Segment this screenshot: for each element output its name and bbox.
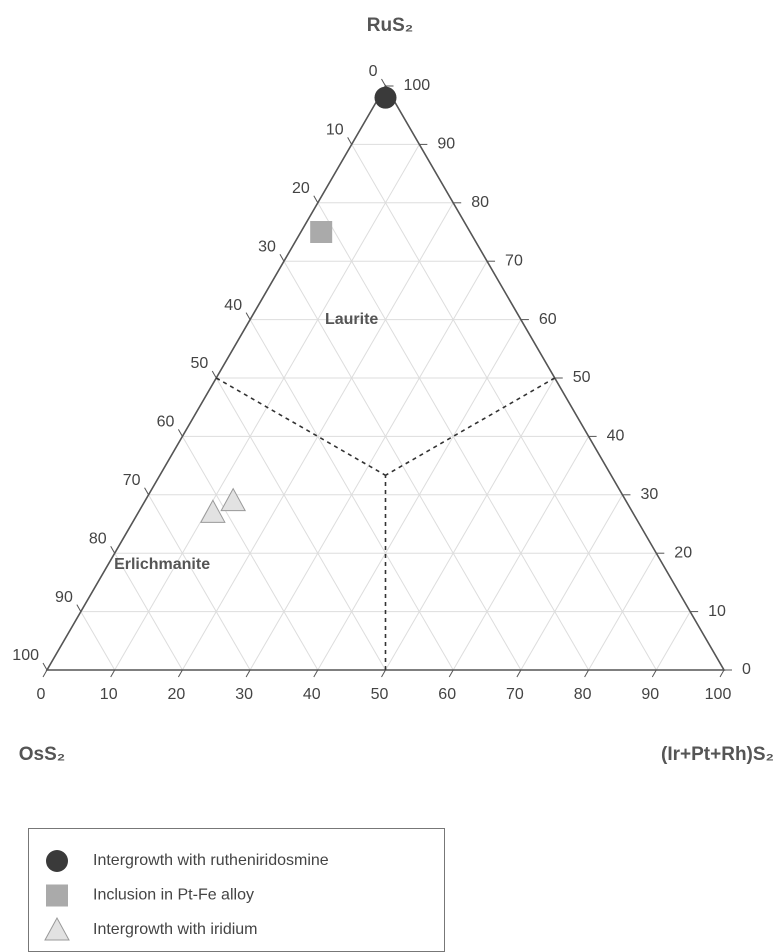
tick-mark xyxy=(313,195,319,204)
tick-mark xyxy=(110,669,116,678)
ir-tick-label: 20 xyxy=(168,686,186,703)
field-label: Erlichmanite xyxy=(114,556,210,573)
tick-mark xyxy=(110,545,116,554)
ir-tick-label: 60 xyxy=(438,686,456,703)
grid-line xyxy=(655,611,691,671)
legend-marker xyxy=(46,850,68,872)
ru-tick-label: 100 xyxy=(404,77,431,94)
grid-line xyxy=(385,377,556,671)
ru-tick-label: 20 xyxy=(674,544,692,561)
ru-tick-label: 90 xyxy=(437,136,455,153)
grid-line xyxy=(181,436,319,671)
os-tick-label: 100 xyxy=(12,647,39,664)
ru-tick-label: 50 xyxy=(573,369,591,386)
tick-mark xyxy=(245,669,251,678)
axis-title-top: RuS₂ xyxy=(367,15,413,36)
ir-tick-label: 100 xyxy=(705,686,732,703)
legend-marker xyxy=(46,884,68,907)
tick-mark xyxy=(313,669,319,678)
grid-line xyxy=(114,552,183,671)
os-tick-label: 80 xyxy=(89,530,107,547)
os-tick-label: 50 xyxy=(190,355,208,372)
tick-mark xyxy=(144,487,149,496)
field-boundary xyxy=(215,377,386,477)
grid-line xyxy=(249,260,488,671)
os-tick-label: 90 xyxy=(55,589,73,606)
legend-label: Intergrowth with rutheniridosmine xyxy=(93,852,329,869)
ir-tick-label: 90 xyxy=(641,686,659,703)
point xyxy=(200,499,226,523)
os-tick-label: 70 xyxy=(123,472,141,489)
tick-mark xyxy=(719,669,725,678)
tick-mark xyxy=(448,669,454,678)
ru-tick-label: 0 xyxy=(742,661,751,678)
ru-tick-label: 30 xyxy=(640,486,658,503)
grid-line xyxy=(520,494,623,671)
os-tick-label: 30 xyxy=(258,238,276,255)
ir-tick-label: 10 xyxy=(100,686,118,703)
ru-tick-label: 80 xyxy=(471,194,489,211)
ir-tick-label: 70 xyxy=(506,686,524,703)
point xyxy=(220,487,247,512)
axis-title-left: OsS₂ xyxy=(19,744,65,765)
field-label: Laurite xyxy=(325,311,378,328)
legend-marker xyxy=(44,916,70,941)
axis-title-right: (Ir+Pt+Rh)S₂ xyxy=(661,744,774,765)
os-tick-label: 0 xyxy=(369,63,378,80)
grid-line xyxy=(148,494,251,671)
ir-tick-label: 0 xyxy=(37,686,46,703)
ru-tick-label: 70 xyxy=(505,252,523,269)
ru-tick-label: 60 xyxy=(539,311,557,328)
tick-mark xyxy=(76,604,82,612)
os-tick-label: 10 xyxy=(326,122,344,139)
grid-line xyxy=(249,319,454,671)
tick-mark xyxy=(177,669,183,678)
legend-label: Intergrowth with iridium xyxy=(93,921,258,938)
tick-mark xyxy=(516,669,522,678)
os-tick-label: 20 xyxy=(292,180,310,197)
os-tick-label: 60 xyxy=(157,414,175,431)
tick-mark xyxy=(245,312,251,320)
ir-tick-label: 30 xyxy=(235,686,253,703)
tick-mark xyxy=(42,662,48,671)
tick-mark xyxy=(211,370,217,379)
grid-line xyxy=(215,377,386,671)
field-boundary xyxy=(385,377,556,477)
ir-tick-label: 50 xyxy=(371,686,389,703)
tick-mark xyxy=(177,429,183,437)
os-tick-label: 40 xyxy=(224,297,242,314)
point xyxy=(374,86,397,109)
tick-mark xyxy=(584,669,590,678)
legend-label: Inclusion in Pt-Fe alloy xyxy=(93,887,254,904)
tick-mark xyxy=(381,669,386,678)
ir-tick-label: 80 xyxy=(574,686,592,703)
point xyxy=(310,221,333,243)
ru-tick-label: 40 xyxy=(607,428,625,445)
ru-tick-label: 10 xyxy=(708,603,726,620)
ir-tick-label: 40 xyxy=(303,686,321,703)
tick-mark xyxy=(42,669,48,678)
grid-line xyxy=(283,260,522,671)
tick-mark xyxy=(279,253,285,262)
tick-mark xyxy=(651,669,657,678)
tick-mark xyxy=(381,78,386,87)
grid-line xyxy=(317,202,590,671)
tick-mark xyxy=(347,137,353,145)
grid-line xyxy=(80,611,116,671)
